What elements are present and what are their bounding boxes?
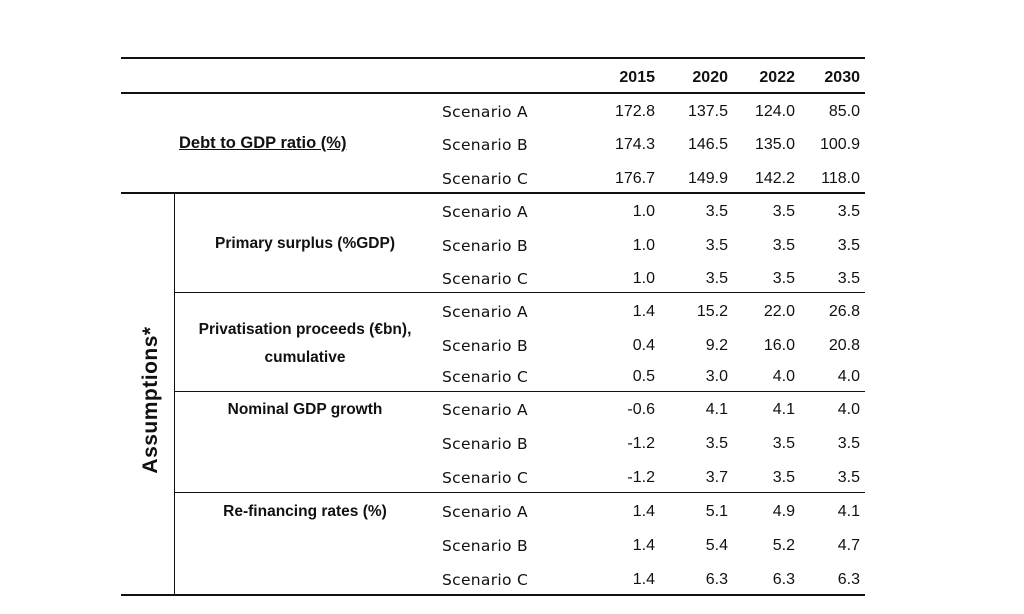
debt-value-cell: 124.0: [754, 103, 795, 120]
assumption-label-line: Nominal GDP growth: [227, 401, 383, 418]
assumption-value-cell: 0.4: [632, 337, 655, 354]
assumption-value-cell: 1.4: [632, 571, 655, 588]
assumption-group-divider: [175, 292, 865, 293]
debt-value-cell: 174.3: [614, 136, 655, 153]
assumption-scenario-label: Scenario C: [442, 270, 529, 288]
assumption-value-cell: -0.6: [627, 401, 655, 418]
debt-value-cell: 176.7: [614, 170, 655, 187]
assumption-value-cell: 4.1: [772, 401, 795, 418]
header-bottom-rule: [121, 92, 865, 94]
assumption-value-cell: 3.5: [837, 435, 860, 452]
assumption-value-cell: 3.5: [772, 237, 795, 254]
assumptions-vertical-divider: [174, 192, 175, 594]
assumption-value-cell: 1.4: [632, 303, 655, 320]
assumption-value-cell: 3.5: [705, 435, 728, 452]
assumption-scenario-label: Scenario C: [442, 571, 529, 589]
assumption-scenario-label: Scenario B: [442, 435, 528, 453]
assumption-scenario-label: Scenario B: [442, 237, 528, 255]
assumption-value-cell: 4.0: [837, 368, 860, 385]
assumption-value-cell: 4.9: [772, 503, 795, 520]
assumption-value-cell: 26.8: [828, 303, 860, 320]
assumption-value-cell: 6.3: [705, 571, 728, 588]
debt-scenario-label: Scenario C: [442, 170, 529, 188]
debt-value-cell: 149.9: [687, 170, 728, 187]
assumption-value-cell: 0.5: [632, 368, 655, 385]
year-header-2022: 2022: [759, 69, 795, 86]
assumption-label-line: Re-financing rates (%): [223, 503, 387, 520]
assumption-value-cell: 3.0: [705, 368, 728, 385]
assumption-scenario-label: Scenario B: [442, 337, 528, 355]
assumption-value-cell: 4.7: [837, 537, 860, 554]
assumption-value-cell: 3.5: [837, 203, 860, 220]
assumption-value-cell: 3.5: [772, 469, 795, 486]
year-header-2030: 2030: [824, 69, 860, 86]
assumption-value-cell: 4.1: [837, 503, 860, 520]
assumption-value-cell: 3.5: [837, 237, 860, 254]
assumption-scenario-label: Scenario A: [442, 203, 528, 221]
assumption-value-cell: -1.2: [627, 435, 655, 452]
assumption-value-cell: 1.0: [632, 270, 655, 287]
assumption-value-cell: 3.5: [705, 203, 728, 220]
assumption-value-cell: 3.7: [705, 469, 728, 486]
debt-value-cell: 137.5: [687, 103, 728, 120]
debt-ratio-label: Debt to GDP ratio (%): [179, 134, 347, 152]
assumption-value-cell: 1.0: [632, 203, 655, 220]
assumption-scenario-label: Scenario A: [442, 303, 528, 321]
assumption-value-cell: 5.2: [772, 537, 795, 554]
assumption-value-cell: 3.5: [772, 203, 795, 220]
debt-bottom-rule: [121, 192, 865, 194]
table-top-rule: [121, 57, 865, 59]
assumption-value-cell: 1.4: [632, 537, 655, 554]
assumption-value-cell: 3.5: [705, 237, 728, 254]
assumption-value-cell: 5.4: [705, 537, 728, 554]
assumption-value-cell: 1.0: [632, 237, 655, 254]
assumption-label-line: cumulative: [264, 349, 346, 366]
assumption-value-cell: 4.0: [837, 401, 860, 418]
assumption-group-divider: [175, 492, 865, 493]
year-header-2015: 2015: [619, 69, 655, 86]
debt-scenario-label: Scenario A: [442, 103, 528, 121]
assumption-value-cell: 3.5: [837, 270, 860, 287]
assumption-scenario-label: Scenario C: [442, 469, 529, 487]
assumption-value-cell: 3.5: [772, 435, 795, 452]
assumption-value-cell: 4.1: [705, 401, 728, 418]
assumption-value-cell: 3.5: [705, 270, 728, 287]
debt-value-cell: 142.2: [754, 170, 795, 187]
year-header-2020: 2020: [692, 69, 728, 86]
table-bottom-rule: [121, 594, 865, 596]
assumption-value-cell: 6.3: [772, 571, 795, 588]
assumption-value-cell: 15.2: [696, 303, 728, 320]
debt-value-cell: 85.0: [828, 103, 860, 120]
assumption-label-line: Primary surplus (%GDP): [214, 235, 396, 252]
debt-value-cell: 172.8: [614, 103, 655, 120]
assumption-value-cell: 4.0: [772, 368, 795, 385]
assumption-value-cell: 3.5: [772, 270, 795, 287]
assumption-scenario-label: Scenario A: [442, 503, 528, 521]
debt-value-cell: 135.0: [754, 136, 795, 153]
assumption-label-line: Privatisation proceeds (€bn),: [198, 321, 412, 338]
debt-scenario-label: Scenario B: [442, 136, 528, 154]
assumption-scenario-label: Scenario A: [442, 401, 528, 419]
assumption-value-cell: 22.0: [763, 303, 795, 320]
assumption-value-cell: 3.5: [837, 469, 860, 486]
assumption-scenario-label: Scenario C: [442, 368, 529, 386]
assumption-group-divider: [175, 391, 865, 392]
assumption-value-cell: -1.2: [627, 469, 655, 486]
assumptions-vertical-label: Assumptions*: [139, 326, 162, 474]
debt-value-cell: 100.9: [819, 136, 860, 153]
assumption-value-cell: 20.8: [828, 337, 860, 354]
debt-value-cell: 146.5: [687, 136, 728, 153]
assumption-value-cell: 9.2: [705, 337, 728, 354]
assumption-value-cell: 16.0: [763, 337, 795, 354]
assumption-scenario-label: Scenario B: [442, 537, 528, 555]
debt-value-cell: 118.0: [821, 170, 860, 187]
assumption-value-cell: 5.1: [705, 503, 728, 520]
assumption-value-cell: 1.4: [632, 503, 655, 520]
assumption-value-cell: 6.3: [837, 571, 860, 588]
